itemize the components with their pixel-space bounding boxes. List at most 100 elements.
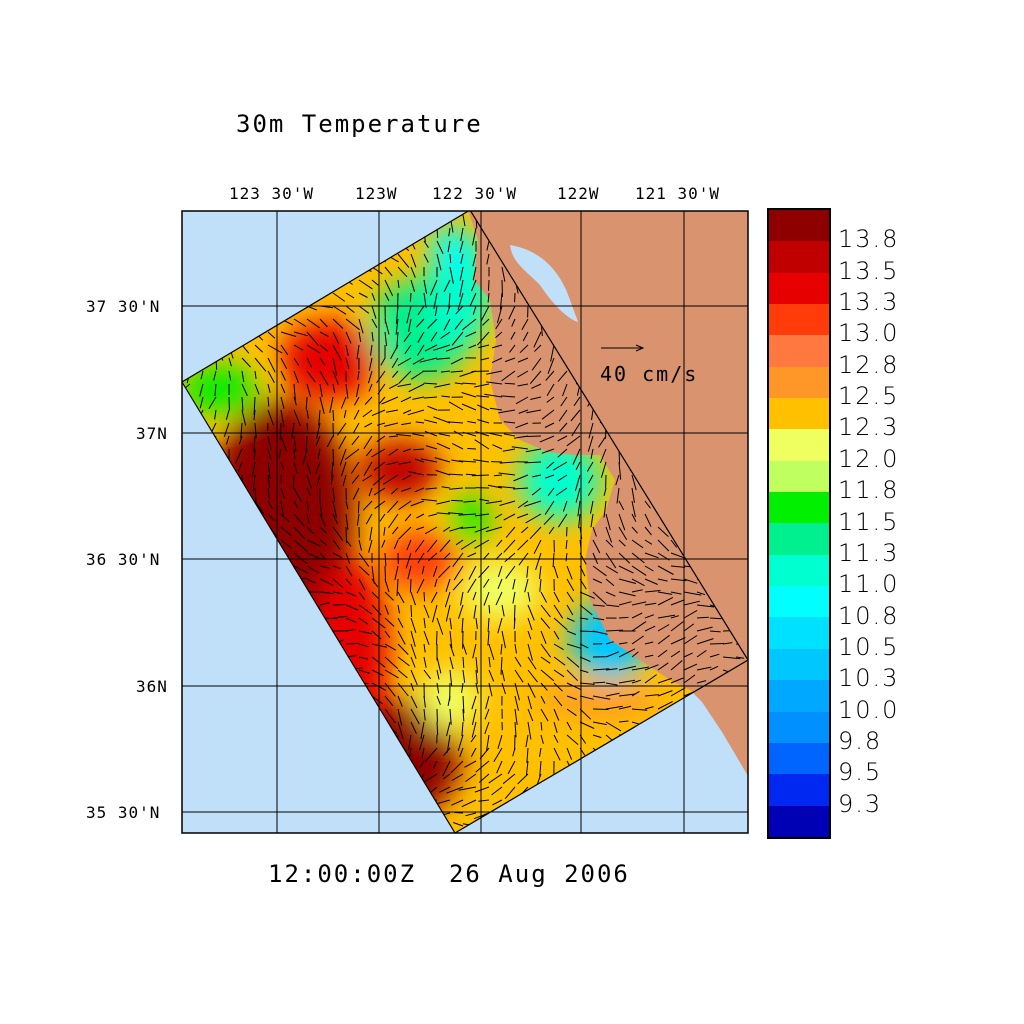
- current-vector: [420, 721, 425, 739]
- current-vector: [410, 617, 417, 634]
- current-vector: [455, 539, 464, 546]
- current-vector: [618, 500, 625, 511]
- current-vector: [460, 227, 464, 242]
- current-vector: [451, 459, 464, 463]
- current-vector: [512, 591, 516, 604]
- current-vector: [605, 552, 617, 569]
- current-vector: [454, 382, 464, 385]
- current-vector: [618, 526, 628, 540]
- current-vector: [199, 396, 204, 409]
- current-vector: [631, 635, 644, 645]
- current-vector: [644, 706, 654, 710]
- current-vector: [293, 331, 308, 337]
- current-vector: [599, 448, 607, 464]
- current-vector: [417, 344, 425, 356]
- y-tick-label: 36N: [136, 677, 168, 696]
- current-vector: [517, 357, 529, 363]
- current-vector: [600, 461, 607, 478]
- current-vector: [592, 721, 607, 726]
- current-vector: [384, 656, 399, 670]
- current-vector: [535, 552, 542, 570]
- reference-vector: [601, 344, 645, 352]
- current-vector: [491, 344, 503, 349]
- current-vector: [435, 469, 451, 476]
- current-vector: [364, 422, 373, 428]
- current-vector: [423, 617, 426, 629]
- current-vector: [618, 616, 629, 619]
- current-vector: [402, 474, 412, 481]
- current-vector: [449, 253, 452, 264]
- current-vector: [475, 617, 478, 629]
- current-vector: [526, 747, 529, 764]
- current-vector: [618, 642, 628, 645]
- current-vector: [340, 461, 347, 477]
- current-vector: [315, 461, 321, 475]
- current-vector: [293, 318, 307, 327]
- current-vector: [514, 669, 524, 683]
- current-vector: [566, 604, 574, 616]
- colorbar-swatch: [769, 617, 829, 649]
- current-vector: [410, 656, 416, 668]
- current-vector: [423, 656, 427, 668]
- current-vector: [412, 357, 425, 365]
- current-vector: [486, 432, 503, 437]
- current-vector: [436, 253, 442, 271]
- current-vector: [527, 617, 533, 631]
- current-vector: [540, 656, 551, 664]
- current-vector: [696, 680, 707, 684]
- current-vector: [357, 370, 360, 381]
- current-vector: [525, 513, 542, 524]
- current-vector: [453, 430, 464, 437]
- current-vector: [592, 539, 601, 554]
- current-vector: [475, 431, 490, 437]
- current-vector: [332, 370, 339, 385]
- current-vector: [605, 539, 614, 548]
- current-vector: [358, 578, 366, 591]
- current-vector: [470, 734, 477, 743]
- current-vector: [488, 669, 495, 682]
- current-vector: [319, 591, 334, 595]
- current-vector: [670, 565, 686, 568]
- current-vector: [492, 799, 503, 806]
- current-vector: [329, 396, 334, 413]
- current-vector: [397, 682, 409, 697]
- current-vector: [440, 331, 451, 339]
- current-vector: [436, 512, 451, 515]
- current-vector: [644, 602, 657, 606]
- current-vector: [267, 344, 283, 354]
- x-tick-label: 121 30'W: [635, 184, 721, 203]
- current-vector: [540, 695, 546, 704]
- current-vector: [592, 552, 599, 564]
- current-vector: [644, 526, 652, 536]
- current-vector: [557, 435, 568, 442]
- current-vector: [511, 446, 529, 450]
- current-vector: [228, 370, 232, 381]
- current-vector: [460, 253, 464, 264]
- model-domain-outline: [182, 211, 748, 833]
- current-vector: [384, 695, 394, 707]
- current-vector: [468, 565, 477, 580]
- current-vector: [565, 539, 568, 550]
- current-vector: [319, 357, 326, 366]
- current-vector: [345, 344, 349, 356]
- current-vector: [527, 708, 534, 722]
- current-vector: [552, 461, 568, 471]
- current-vector: [332, 344, 342, 361]
- current-vector: [504, 382, 516, 385]
- current-vector: [467, 420, 477, 424]
- current-vector: [484, 721, 490, 735]
- current-vector: [566, 682, 582, 691]
- current-vector: [371, 630, 382, 640]
- current-vector: [384, 643, 397, 651]
- current-vector: [358, 669, 371, 674]
- current-vector: [395, 318, 399, 335]
- current-vector: [618, 720, 629, 723]
- current-vector: [358, 318, 364, 334]
- current-vector: [670, 637, 686, 645]
- current-vector: [512, 578, 516, 590]
- current-vector: [433, 292, 438, 309]
- current-vector: [319, 318, 328, 328]
- current-vector: [293, 513, 306, 527]
- current-vector: [410, 604, 413, 618]
- current-vector: [461, 682, 464, 693]
